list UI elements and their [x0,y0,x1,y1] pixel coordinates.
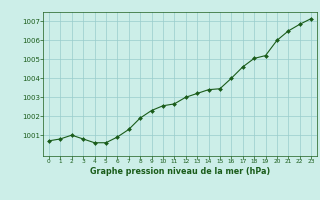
X-axis label: Graphe pression niveau de la mer (hPa): Graphe pression niveau de la mer (hPa) [90,167,270,176]
